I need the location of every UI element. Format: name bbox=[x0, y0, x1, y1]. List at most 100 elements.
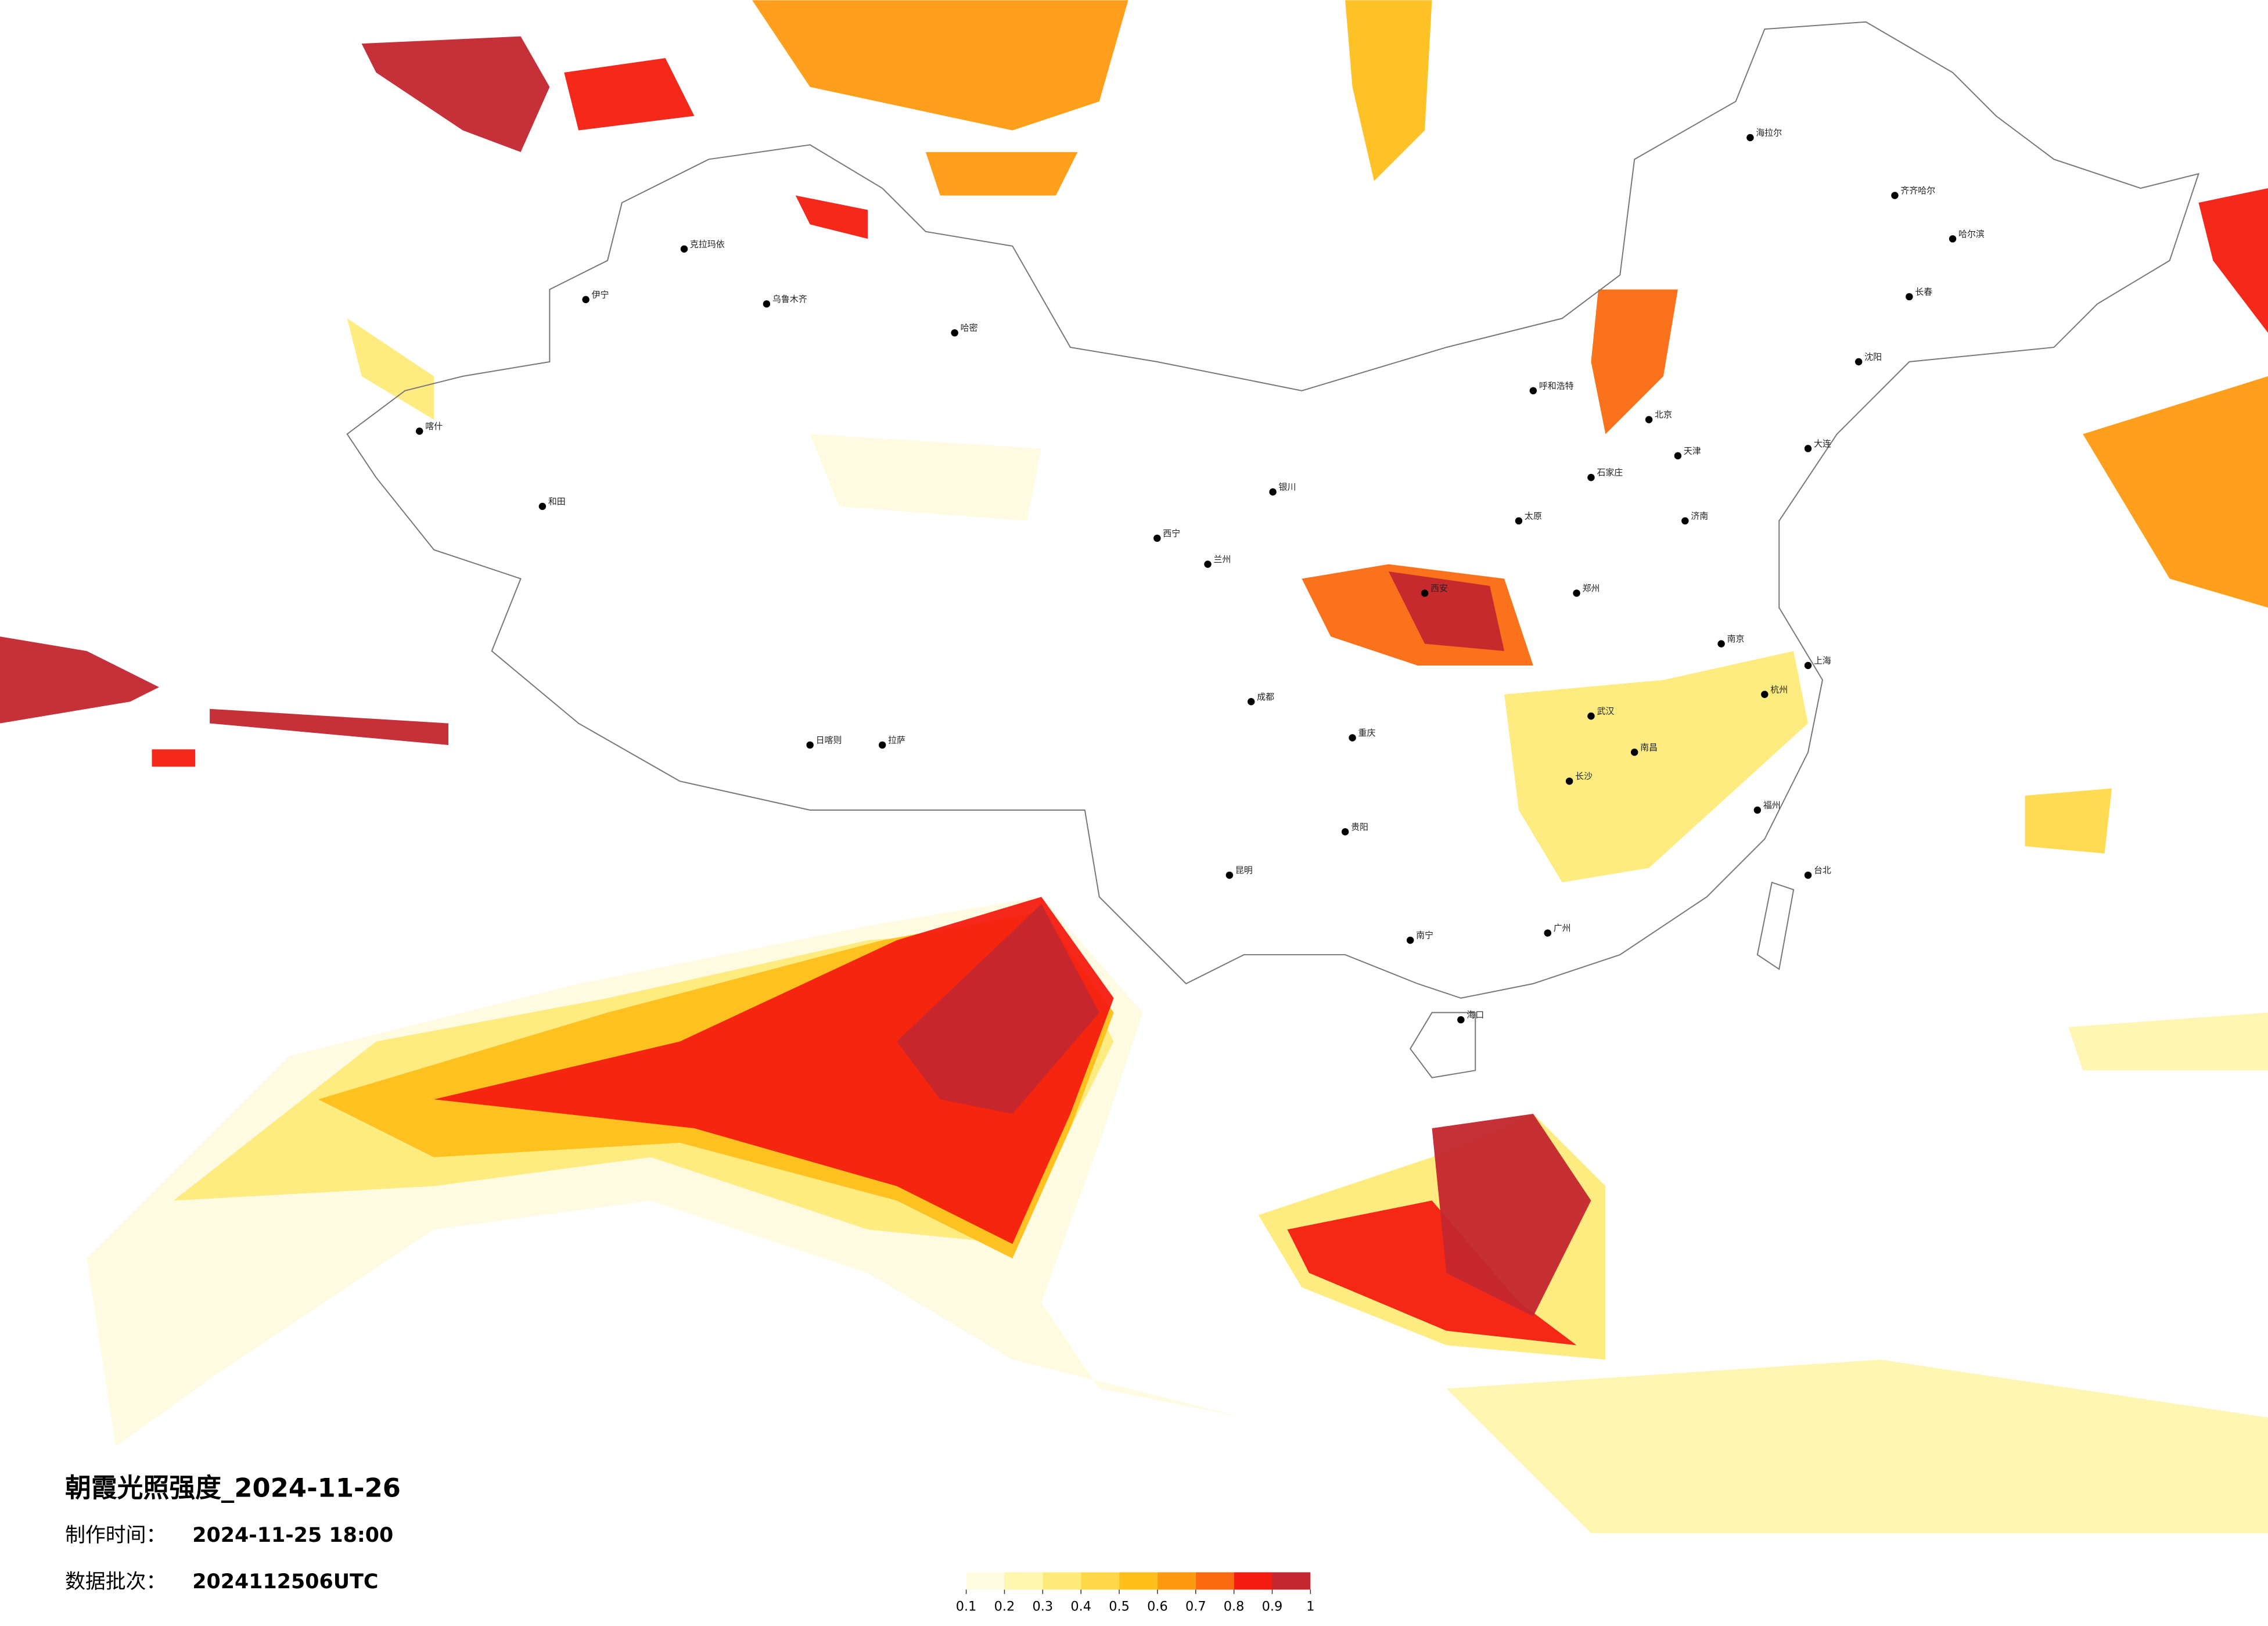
city-dot bbox=[1544, 929, 1551, 937]
city-dot bbox=[1804, 661, 1812, 670]
city-dot bbox=[680, 245, 688, 253]
city-dot bbox=[1529, 387, 1537, 395]
city-label: 和田 bbox=[548, 497, 566, 507]
intensity-area bbox=[1287, 1200, 1577, 1346]
intensity-area bbox=[347, 318, 434, 420]
intensity-area bbox=[434, 897, 1114, 1244]
city-dot bbox=[1341, 828, 1349, 836]
city-dot bbox=[1949, 235, 1957, 243]
legend-tick-label: 0.5 bbox=[1109, 1599, 1130, 1614]
city-dot bbox=[1906, 293, 1913, 301]
city-dot bbox=[582, 296, 590, 304]
legend-tick-label: 0.2 bbox=[994, 1599, 1015, 1614]
intensity-area bbox=[795, 195, 868, 239]
legend-tick-label: 0.7 bbox=[1185, 1599, 1206, 1614]
intensity-area bbox=[1345, 0, 1432, 181]
city-label: 郑州 bbox=[1583, 583, 1600, 593]
city-label: 海拉尔 bbox=[1756, 127, 1782, 138]
city-label: 呼和浩特 bbox=[1539, 380, 1574, 391]
city-dot bbox=[538, 502, 547, 510]
intensity-area bbox=[1504, 651, 1809, 883]
intensity-area bbox=[1591, 289, 1678, 434]
city-dot bbox=[1746, 134, 1754, 142]
intensity-area bbox=[925, 152, 1078, 196]
city-dot bbox=[1804, 445, 1812, 452]
legend-swatch bbox=[1234, 1572, 1273, 1590]
city-dot bbox=[806, 741, 814, 749]
legend-swatch bbox=[1081, 1572, 1120, 1590]
city-label: 重庆 bbox=[1358, 728, 1376, 738]
intensity-area bbox=[752, 0, 1128, 131]
made-label: 制作时间： bbox=[65, 1524, 166, 1547]
city-label: 上海 bbox=[1814, 656, 1831, 666]
city-label: 日喀则 bbox=[816, 735, 842, 745]
city-label: 银川 bbox=[1279, 482, 1296, 492]
legend-tick-label: 0.8 bbox=[1224, 1599, 1245, 1614]
city-dot bbox=[1204, 560, 1212, 568]
city-label: 济南 bbox=[1691, 510, 1708, 521]
country-outline bbox=[346, 21, 2199, 999]
city-dot bbox=[1269, 488, 1277, 496]
city-dot bbox=[1630, 749, 1638, 756]
legend-swatch bbox=[966, 1572, 1005, 1590]
intensity-area bbox=[1446, 1359, 2268, 1534]
city-dot bbox=[1804, 871, 1812, 879]
city-label: 西安 bbox=[1430, 583, 1448, 593]
city-label: 南宁 bbox=[1416, 930, 1433, 941]
legend-swatch bbox=[1195, 1572, 1234, 1590]
city-label: 乌鲁木齐 bbox=[772, 294, 807, 304]
city-label: 长春 bbox=[1915, 286, 1932, 297]
legend-swatch bbox=[1043, 1572, 1081, 1590]
city-label: 大连 bbox=[1814, 438, 1831, 449]
intensity-area bbox=[2083, 376, 2268, 608]
legend-swatch bbox=[1157, 1572, 1196, 1590]
city-label: 杭州 bbox=[1770, 684, 1788, 695]
legend-swatch bbox=[1119, 1572, 1158, 1590]
intensity-area bbox=[897, 904, 1099, 1114]
island-outline bbox=[1409, 1012, 1476, 1078]
intensity-area bbox=[2025, 788, 2112, 854]
city-dot bbox=[1573, 589, 1580, 597]
intensity-area bbox=[361, 36, 550, 152]
city-label: 西宁 bbox=[1163, 528, 1180, 538]
city-dot bbox=[1681, 517, 1689, 525]
city-label: 武汉 bbox=[1597, 706, 1614, 717]
city-dot bbox=[1406, 936, 1414, 944]
city-dot bbox=[1587, 473, 1595, 481]
city-label: 北京 bbox=[1655, 409, 1672, 420]
city-dot bbox=[1349, 734, 1356, 742]
intensity-area bbox=[564, 57, 695, 131]
city-label: 伊宁 bbox=[592, 289, 609, 300]
city-dot bbox=[878, 741, 886, 749]
made-time: 2024-11-25 18:00 bbox=[192, 1524, 393, 1547]
legend-tick-label: 0.4 bbox=[1070, 1599, 1091, 1614]
city-label: 海口 bbox=[1467, 1010, 1484, 1020]
intensity-area bbox=[210, 708, 449, 745]
city-dot bbox=[1891, 192, 1899, 199]
city-label: 天津 bbox=[1684, 445, 1701, 456]
city-label: 沈阳 bbox=[1864, 352, 1882, 362]
city-dot bbox=[1645, 416, 1653, 423]
city-dot bbox=[415, 427, 423, 435]
legend-tick-label: 0.1 bbox=[956, 1599, 977, 1614]
city-dot bbox=[1854, 358, 1863, 366]
city-label: 哈密 bbox=[961, 323, 978, 333]
city-dot bbox=[1753, 806, 1762, 814]
city-label: 南昌 bbox=[1640, 742, 1658, 753]
city-label: 克拉玛依 bbox=[690, 239, 725, 249]
city-label: 兰州 bbox=[1213, 554, 1231, 564]
city-dot bbox=[1515, 517, 1523, 525]
city-dot bbox=[1225, 871, 1234, 879]
city-label: 福州 bbox=[1763, 800, 1781, 811]
city-label: 喀什 bbox=[425, 421, 443, 431]
city-dot bbox=[1153, 534, 1161, 542]
city-dot bbox=[763, 300, 771, 308]
city-label: 成都 bbox=[1257, 692, 1274, 702]
intensity-area bbox=[1388, 571, 1505, 652]
city-label: 齐齐哈尔 bbox=[1900, 185, 1935, 196]
intensity-area bbox=[1432, 1114, 1591, 1316]
city-dot bbox=[1247, 698, 1255, 706]
legend-swatch bbox=[1004, 1572, 1043, 1590]
city-label: 昆明 bbox=[1235, 865, 1253, 876]
